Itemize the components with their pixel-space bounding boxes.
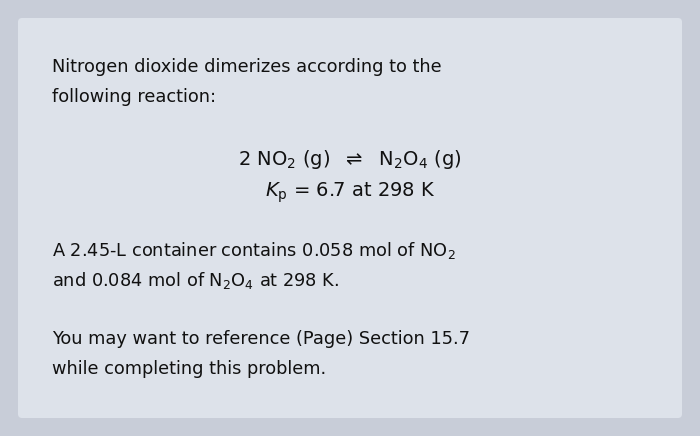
Text: and 0.084 mol of N$_2$O$_4$ at 298 K.: and 0.084 mol of N$_2$O$_4$ at 298 K. [52, 270, 340, 291]
FancyBboxPatch shape [18, 18, 682, 418]
Text: following reaction:: following reaction: [52, 88, 216, 106]
Text: Nitrogen dioxide dimerizes according to the: Nitrogen dioxide dimerizes according to … [52, 58, 442, 76]
Text: $K_\mathrm{p}$ = 6.7 at 298 K: $K_\mathrm{p}$ = 6.7 at 298 K [265, 180, 435, 204]
Text: A 2.45-L container contains 0.058 mol of NO$_2$: A 2.45-L container contains 0.058 mol of… [52, 240, 456, 261]
Text: 2 NO$_2$ (g)  $\rightleftharpoons$  N$_2$O$_4$ (g): 2 NO$_2$ (g) $\rightleftharpoons$ N$_2$O… [238, 148, 462, 171]
Text: while completing this problem.: while completing this problem. [52, 360, 326, 378]
Text: You may want to reference (Page) Section 15.7: You may want to reference (Page) Section… [52, 330, 470, 348]
